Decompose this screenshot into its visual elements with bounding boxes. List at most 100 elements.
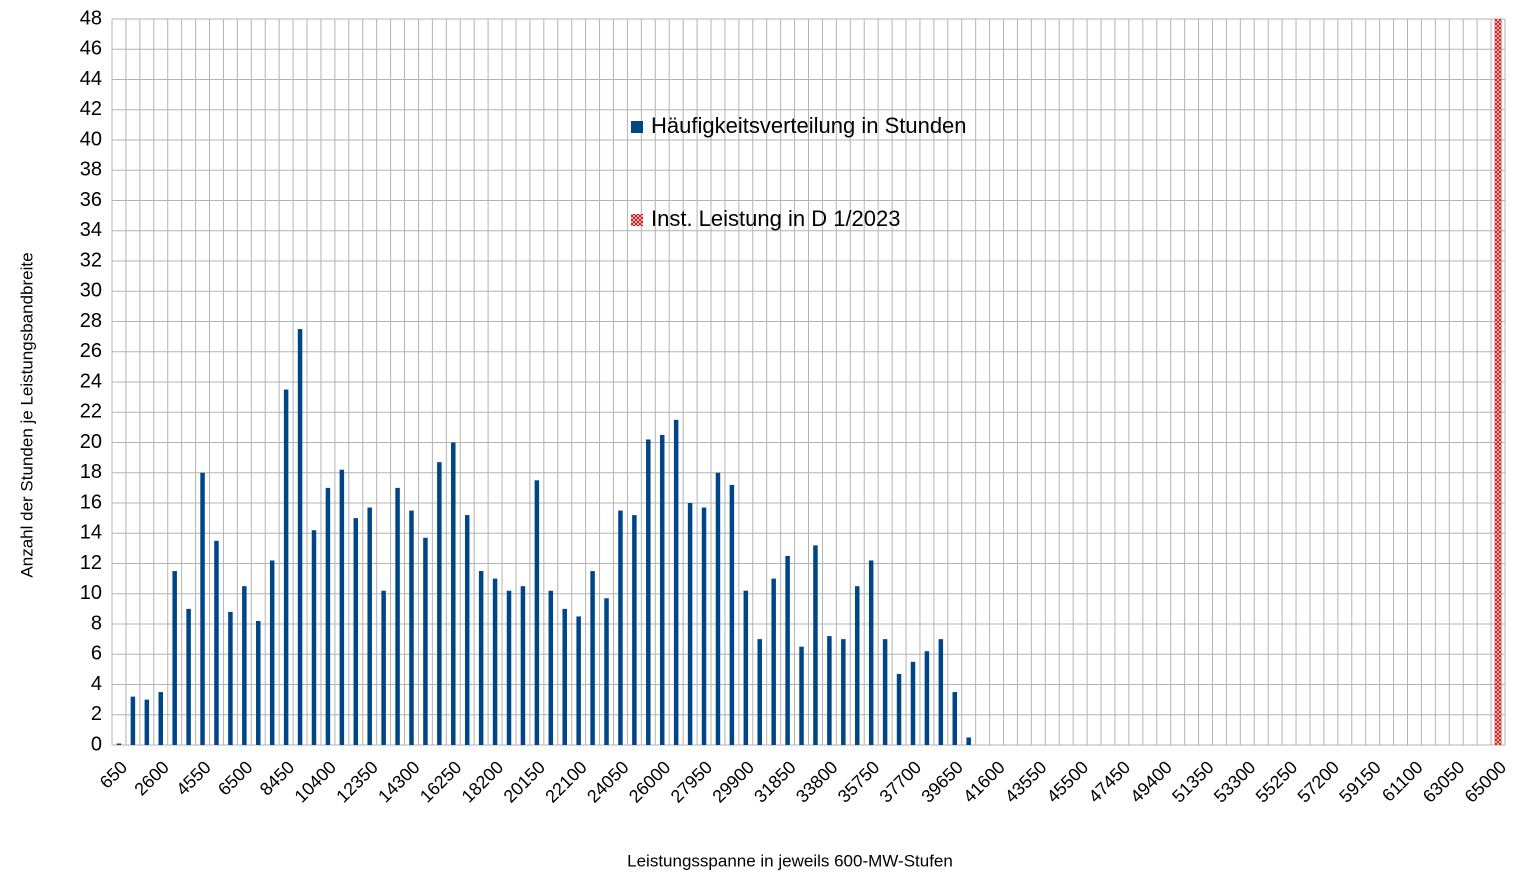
bar [158, 692, 164, 745]
bar [841, 639, 846, 745]
x-tick-label: 24050 [583, 757, 633, 807]
x-tick-label: 16250 [416, 757, 466, 807]
x-tick-label: 2600 [130, 757, 172, 799]
x-tick-label: 57200 [1294, 757, 1344, 807]
x-tick-label: 37700 [876, 757, 926, 807]
y-tick-label: 8 [91, 612, 102, 634]
x-tick-label: 29900 [708, 757, 758, 807]
x-tick-label: 51350 [1168, 757, 1218, 807]
y-tick-label: 26 [80, 340, 102, 362]
y-tick-label: 48 [80, 7, 102, 29]
x-tick-label: 35750 [834, 757, 884, 807]
x-tick-label: 14300 [374, 757, 424, 807]
x-tick-label: 33800 [792, 757, 842, 807]
bar [492, 578, 498, 745]
y-tick-label: 14 [80, 522, 102, 544]
bar [701, 507, 707, 745]
x-tick-label: 61100 [1378, 757, 1427, 806]
y-tick-label: 0 [91, 733, 102, 755]
y-tick-label: 40 [80, 128, 102, 150]
bar [409, 510, 414, 745]
bar [520, 586, 526, 745]
bar [228, 611, 233, 745]
bar [715, 472, 721, 745]
bar [269, 560, 275, 745]
bar [451, 442, 456, 745]
legend-swatch [631, 121, 643, 133]
bar [353, 518, 359, 745]
x-tick-label: 4550 [172, 757, 214, 799]
bar [144, 699, 150, 745]
y-tick-label: 12 [80, 552, 102, 574]
x-tick-label: 26000 [625, 757, 675, 807]
bar [813, 545, 818, 745]
bar [827, 636, 832, 745]
bar [618, 510, 623, 745]
x-tick-label: 53300 [1210, 757, 1260, 807]
y-tick-label: 28 [80, 310, 102, 332]
bar [576, 616, 581, 745]
x-tick-label: 31850 [750, 757, 800, 807]
bar [604, 598, 609, 745]
x-tick-label: 27950 [667, 757, 717, 807]
x-tick-label: 45500 [1043, 757, 1093, 807]
x-tick-label: 41600 [959, 757, 1009, 807]
bar [882, 639, 888, 745]
y-tick-label: 38 [80, 159, 102, 181]
bar [256, 620, 261, 745]
y-tick-label: 20 [80, 431, 102, 453]
x-tick-label: 43550 [1001, 757, 1051, 807]
y-tick-label: 32 [80, 249, 102, 271]
bar [395, 487, 400, 745]
bar [297, 329, 303, 745]
bar [325, 487, 331, 745]
bar [799, 646, 804, 745]
bar [506, 590, 512, 745]
y-tick-label: 24 [80, 370, 102, 392]
x-tick-label: 18200 [458, 757, 508, 807]
x-axis-title: Leistungsspanne in jeweils 600-MW-Stufen [627, 851, 953, 870]
y-tick-label: 16 [80, 491, 102, 513]
x-tick-label: 12350 [332, 757, 382, 807]
legend-label: Inst. Leistung in D 1/2023 [651, 206, 901, 231]
bar [868, 560, 874, 745]
x-tick-label: 63050 [1419, 757, 1469, 807]
x-tick-label: 22100 [541, 757, 591, 807]
y-tick-label: 18 [80, 461, 102, 483]
x-tick-label: 650 [96, 757, 131, 792]
legend-swatch [631, 214, 643, 226]
x-tick-label: 20150 [500, 757, 550, 807]
x-tick-label: 65000 [1461, 757, 1511, 807]
bar [924, 651, 930, 745]
x-tick-label: 55250 [1252, 757, 1302, 807]
bar [478, 571, 484, 745]
y-tick-label: 42 [80, 98, 102, 120]
bar [423, 537, 428, 745]
y-tick-label: 22 [80, 401, 102, 423]
bar [952, 692, 958, 745]
bar [687, 503, 693, 745]
bar [659, 434, 665, 745]
y-tick-label: 6 [91, 643, 102, 665]
bar [785, 555, 790, 745]
y-tick-label: 46 [80, 38, 102, 60]
y-tick-label: 36 [80, 189, 102, 211]
bar [729, 484, 735, 745]
bar [966, 737, 971, 745]
y-tick-label: 44 [80, 68, 102, 90]
bar [283, 389, 289, 745]
x-tick-label: 6500 [214, 757, 256, 799]
x-tick-label: 39650 [917, 757, 967, 807]
x-tick-label: 59150 [1335, 757, 1385, 807]
bar [130, 696, 136, 745]
x-tick-label: 49400 [1126, 757, 1176, 807]
bar [771, 578, 776, 745]
y-tick-label: 4 [91, 673, 102, 695]
bar [743, 590, 749, 745]
bar [311, 530, 317, 745]
bar [534, 480, 540, 745]
bar [896, 673, 902, 745]
x-tick-label: 47450 [1085, 757, 1135, 807]
bar [1494, 19, 1502, 745]
